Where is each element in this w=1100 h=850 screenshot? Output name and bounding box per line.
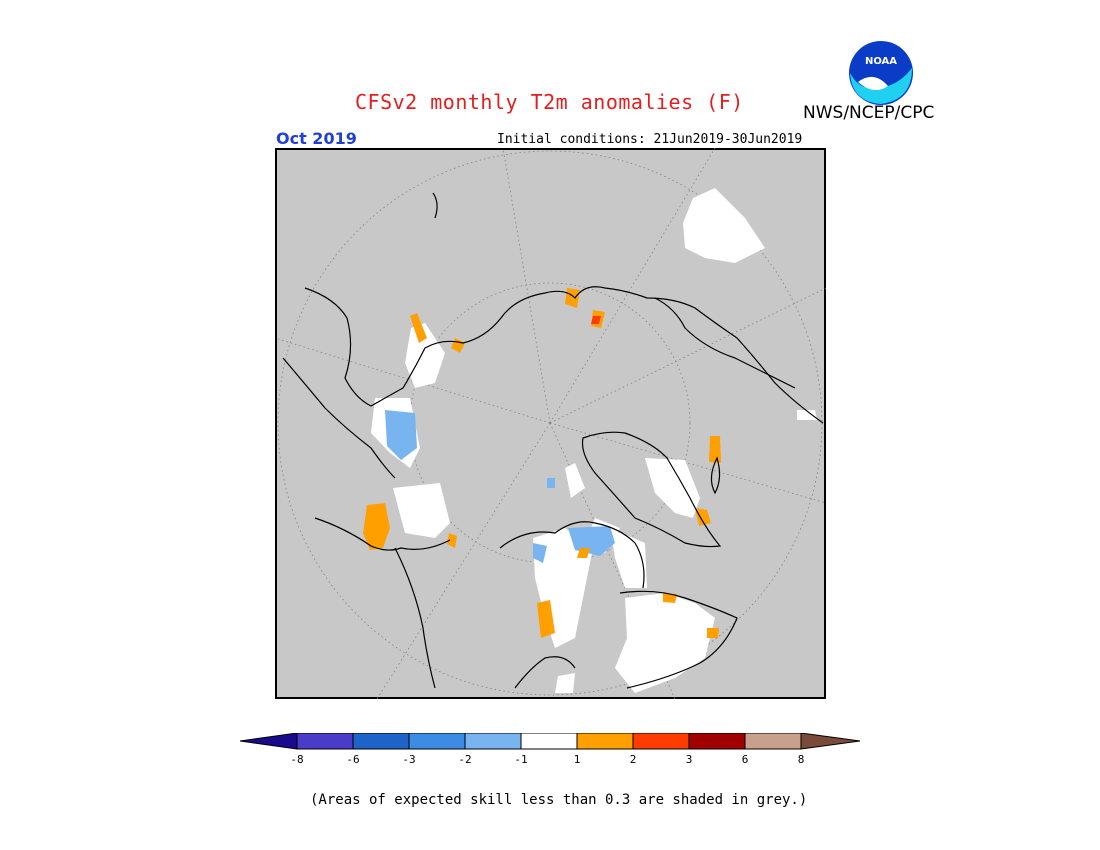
colorbar-cell-6 bbox=[577, 733, 633, 749]
colorbar-cell-8 bbox=[689, 733, 745, 749]
colorbar-tick-label: 6 bbox=[742, 753, 749, 766]
colorbar-tick-label: -8 bbox=[290, 753, 303, 766]
colorbar-tick-label: -6 bbox=[346, 753, 359, 766]
logo-text: NOAA bbox=[865, 56, 897, 67]
colorbar: -8 -6 -3 -2 -1 1 2 3 6 8 bbox=[239, 732, 862, 773]
initial-conditions: Initial conditions: 21Jun2019-30Jun2019 bbox=[497, 132, 803, 147]
colorbar-cell-7 bbox=[633, 733, 689, 749]
polar-map-svg bbox=[274, 147, 827, 700]
map-title: CFSv2 monthly T2m anomalies (F) bbox=[355, 90, 744, 114]
noaa-logo: NOAA bbox=[848, 40, 914, 106]
colorbar-cell-10 bbox=[801, 733, 860, 749]
colorbar-cell-4 bbox=[465, 733, 521, 749]
skill-footnote: (Areas of expected skill less than 0.3 a… bbox=[310, 792, 808, 808]
colorbar-tick-label: -2 bbox=[458, 753, 471, 766]
colorbar-cell-1 bbox=[297, 733, 353, 749]
colorbar-cell-0 bbox=[240, 733, 297, 749]
polar-map bbox=[274, 147, 827, 700]
above-normal-regions bbox=[363, 288, 721, 638]
colorbar-svg: -8 -6 -3 -2 -1 1 2 3 6 8 bbox=[239, 732, 861, 766]
agency-label: NWS/NCEP/CPC bbox=[803, 103, 935, 123]
colorbar-tick-label: 8 bbox=[798, 753, 805, 766]
colorbar-cell-5 bbox=[521, 733, 577, 749]
colorbar-dividers bbox=[296, 733, 802, 749]
colorbar-tick-label: -1 bbox=[514, 753, 527, 766]
colorbar-cell-2 bbox=[353, 733, 409, 749]
noaa-logo-icon: NOAA bbox=[849, 41, 913, 105]
colorbar-tick-label: 3 bbox=[686, 753, 693, 766]
colorbar-tick-label: 2 bbox=[630, 753, 637, 766]
below-normal-regions bbox=[385, 410, 615, 563]
colorbar-cell-9 bbox=[745, 733, 801, 749]
colorbar-cell-3 bbox=[409, 733, 465, 749]
colorbar-tick-label: 1 bbox=[574, 753, 581, 766]
much-above-normal-regions bbox=[591, 316, 601, 324]
forecast-month: Oct 2019 bbox=[276, 129, 357, 148]
coastlines bbox=[282, 192, 824, 689]
colorbar-tick-label: -3 bbox=[402, 753, 415, 766]
